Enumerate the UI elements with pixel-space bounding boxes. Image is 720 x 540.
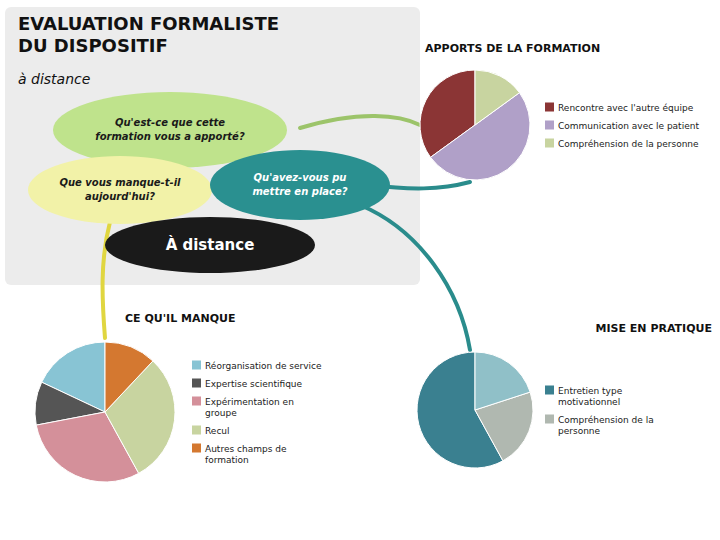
legend-swatch: [192, 426, 201, 435]
bubble: [28, 156, 212, 224]
annotation: Qu'avez-vous pumettre en place?: [252, 172, 347, 197]
legend-swatch: [192, 361, 201, 370]
legend-swatch: [545, 415, 554, 424]
pie-title: APPORTS DE LA FORMATION: [425, 42, 600, 55]
legend-label: Rencontre avec l'autre équipe: [558, 103, 694, 113]
pie-slice: [105, 342, 153, 412]
legend: Rencontre avec l'autre équipe Communicati…: [545, 103, 699, 149]
legend-label: Compréhension de lapersonne: [558, 415, 654, 436]
bubble: [105, 217, 315, 273]
bubble: [210, 150, 390, 220]
annotation: À distance: [166, 235, 255, 254]
legend: Réorganisation de service Expertise scien…: [192, 361, 322, 465]
connector: [360, 205, 470, 350]
pie-slice: [475, 352, 530, 410]
legend-label: Expérimentation engroupe: [205, 397, 294, 418]
connector: [300, 116, 420, 128]
pie-chart: APPORTS DE LA FORMATION Rencontre avec l'…: [420, 42, 699, 180]
legend-label: Réorganisation de service: [205, 361, 322, 371]
panel-background: [5, 7, 420, 285]
legend-swatch: [545, 103, 554, 112]
legend-label: Compréhension de la personne: [558, 139, 699, 149]
title: EVALUATION FORMALISTEDU DISPOSITIF: [18, 13, 279, 56]
legend-label: Recul: [205, 426, 230, 436]
legend-label: Communication avec le patient: [558, 121, 699, 131]
pie-title: CE QU'IL MANQUE: [125, 312, 235, 325]
legend-label: Expertise scientifique: [205, 379, 303, 389]
legend-swatch: [192, 379, 201, 388]
legend: Entretien typemotivationnel Compréhension…: [545, 386, 654, 436]
legend-swatch: [192, 397, 201, 406]
pie-chart: CE QU'IL MANQUE Réorganisation de service…: [35, 312, 322, 482]
legend-swatch: [545, 139, 554, 148]
annotation: Qu'est-ce que cetteformation vous a appo…: [95, 117, 245, 142]
legend-swatch: [192, 444, 201, 453]
pie-title: MISE EN PRATIQUE: [596, 322, 712, 335]
subtitle: à distance: [18, 71, 90, 87]
pie-slice: [475, 70, 519, 125]
legend-label: Autres champs deformation: [205, 444, 287, 465]
annotation: Que vous manque-t-ilaujourd'hui?: [59, 177, 181, 202]
legend-label: Entretien typemotivationnel: [558, 386, 623, 407]
pie-chart: MISE EN PRATIQUE Entretien typemotivation…: [417, 322, 712, 468]
chart-root: EVALUATION FORMALISTEDU DISPOSITIF à dist…: [0, 0, 720, 540]
legend-swatch: [545, 121, 554, 130]
legend-swatch: [545, 386, 554, 395]
